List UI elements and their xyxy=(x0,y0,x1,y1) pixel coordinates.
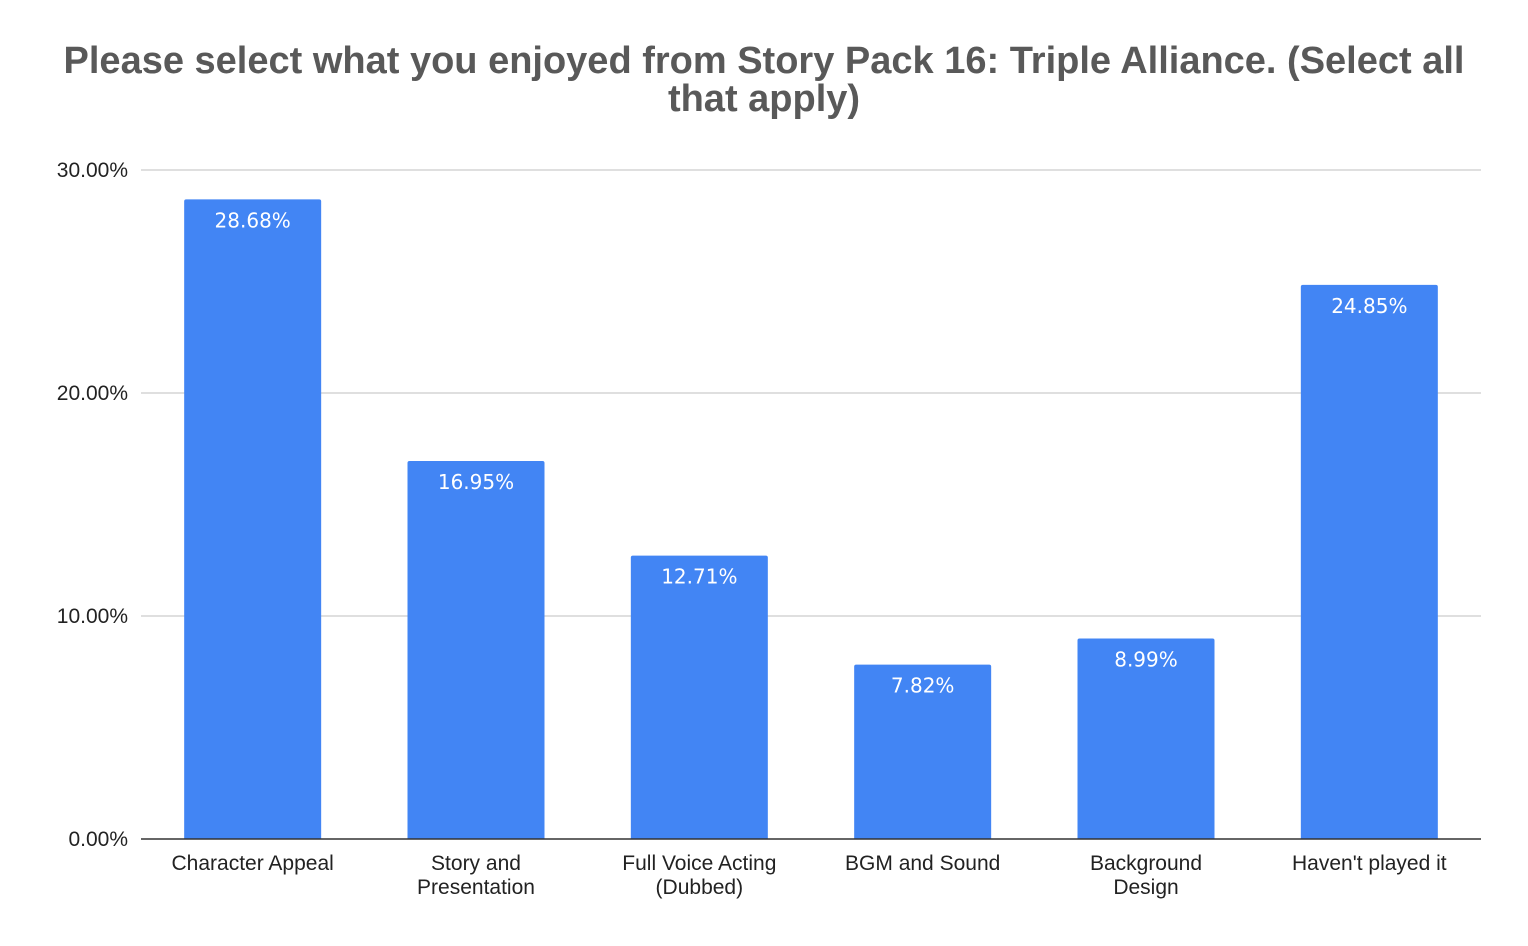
chart-title: Please select what you enjoyed from Stor… xyxy=(63,40,1465,120)
x-category-label: Background Design xyxy=(1090,852,1202,899)
bar xyxy=(184,199,322,839)
y-tick-label: 20.00% xyxy=(57,382,128,405)
bar xyxy=(854,664,992,839)
y-tick-label: 10.00% xyxy=(57,605,128,628)
y-tick-label: 30.00% xyxy=(57,159,128,182)
bar-data-label: 7.82% xyxy=(891,674,955,698)
x-axis-category-labels: Character Appeal Story and Presentation Ful… xyxy=(172,852,1447,899)
y-tick-label: 0.00% xyxy=(68,828,128,851)
bar-data-label: 28.68% xyxy=(215,208,291,232)
x-category-label: Full Voice Acting (Dubbed) xyxy=(622,852,776,899)
bar-data-label: 8.99% xyxy=(1114,648,1178,672)
bar xyxy=(407,461,545,839)
y-axis-tick-labels: 0.00% 10.00% 20.00% 30.00% xyxy=(57,159,128,851)
x-category-label: Character Appeal xyxy=(172,852,334,875)
bar xyxy=(630,555,768,839)
bar-data-label: 16.95% xyxy=(438,470,514,494)
bar xyxy=(1077,638,1215,839)
bar xyxy=(1300,284,1438,840)
x-category-label: BGM and Sound xyxy=(845,852,1000,875)
bars xyxy=(184,199,1438,840)
bar-data-label: 12.71% xyxy=(661,565,737,589)
gridlines xyxy=(141,169,1481,617)
x-category-label: Haven't played it xyxy=(1292,852,1447,875)
bar-data-label: 24.85% xyxy=(1331,294,1407,318)
x-category-label: Story and Presentation xyxy=(417,852,535,899)
data-labels: 28.68% 16.95% 12.71% 7.82% 8.99% 24.85% xyxy=(215,208,1408,697)
